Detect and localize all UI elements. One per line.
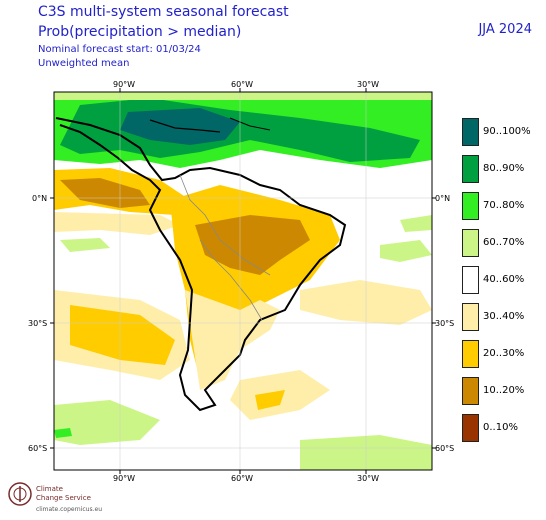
legend-label: 60..70% (483, 237, 525, 248)
chart-title: C3S multi-system seasonal forecast (38, 4, 289, 20)
legend-swatch (462, 192, 479, 220)
copernicus-logo-icon (8, 482, 32, 506)
bottom-lon-label: 90°W (113, 474, 135, 483)
legend-item: 10..20% (462, 377, 546, 407)
legend-swatch (462, 303, 479, 331)
legend-item: 0..10% (462, 414, 546, 444)
legend-label: 80..90% (483, 163, 525, 174)
map-shading (54, 92, 432, 470)
left-lat-label: 60°S (28, 444, 47, 453)
legend-swatch (462, 266, 479, 294)
legend-label: 40..60% (483, 274, 525, 285)
left-lat-label: 30°S (28, 319, 47, 328)
legend-label: 20..30% (483, 348, 525, 359)
right-lat-label: 0°N (435, 194, 450, 203)
top-lon-label: 90°W (113, 80, 135, 89)
legend-item: 30..40% (462, 303, 546, 333)
bottom-lon-label: 30°W (357, 474, 379, 483)
left-lat-label: 0°N (32, 194, 47, 203)
legend-item: 90..100% (462, 118, 546, 148)
legend-swatch (462, 414, 479, 442)
legend-label: 0..10% (483, 422, 518, 433)
variable-title: Prob(precipitation > median) (38, 24, 242, 40)
legend-item: 80..90% (462, 155, 546, 185)
legend-label: 90..100% (483, 126, 531, 137)
legend-swatch (462, 118, 479, 146)
map-frame (53, 91, 433, 471)
legend-item: 20..30% (462, 340, 546, 370)
logo-line1: Climate (36, 485, 63, 493)
legend-swatch (462, 340, 479, 368)
logo-url: climate.copernicus.eu (36, 506, 103, 513)
legend-swatch (462, 155, 479, 183)
right-lat-label: 60°S (435, 444, 454, 453)
legend-swatch (462, 377, 479, 405)
legend-item: 70..80% (462, 192, 546, 222)
weighting-label: Unweighted mean (38, 58, 130, 69)
legend-swatch (462, 229, 479, 257)
logo-line2: Change Service (36, 494, 91, 502)
top-lon-label: 60°W (231, 80, 253, 89)
legend-item: 60..70% (462, 229, 546, 259)
legend-label: 30..40% (483, 311, 525, 322)
bottom-lon-label: 60°W (231, 474, 253, 483)
season-label: JJA 2024 (478, 22, 532, 37)
top-lon-label: 30°W (357, 80, 379, 89)
right-lat-label: 30°S (435, 319, 454, 328)
legend-label: 10..20% (483, 385, 525, 396)
legend-label: 70..80% (483, 200, 525, 211)
forecast-start-label: Nominal forecast start: 01/03/24 (38, 44, 201, 55)
legend-item: 40..60% (462, 266, 546, 296)
